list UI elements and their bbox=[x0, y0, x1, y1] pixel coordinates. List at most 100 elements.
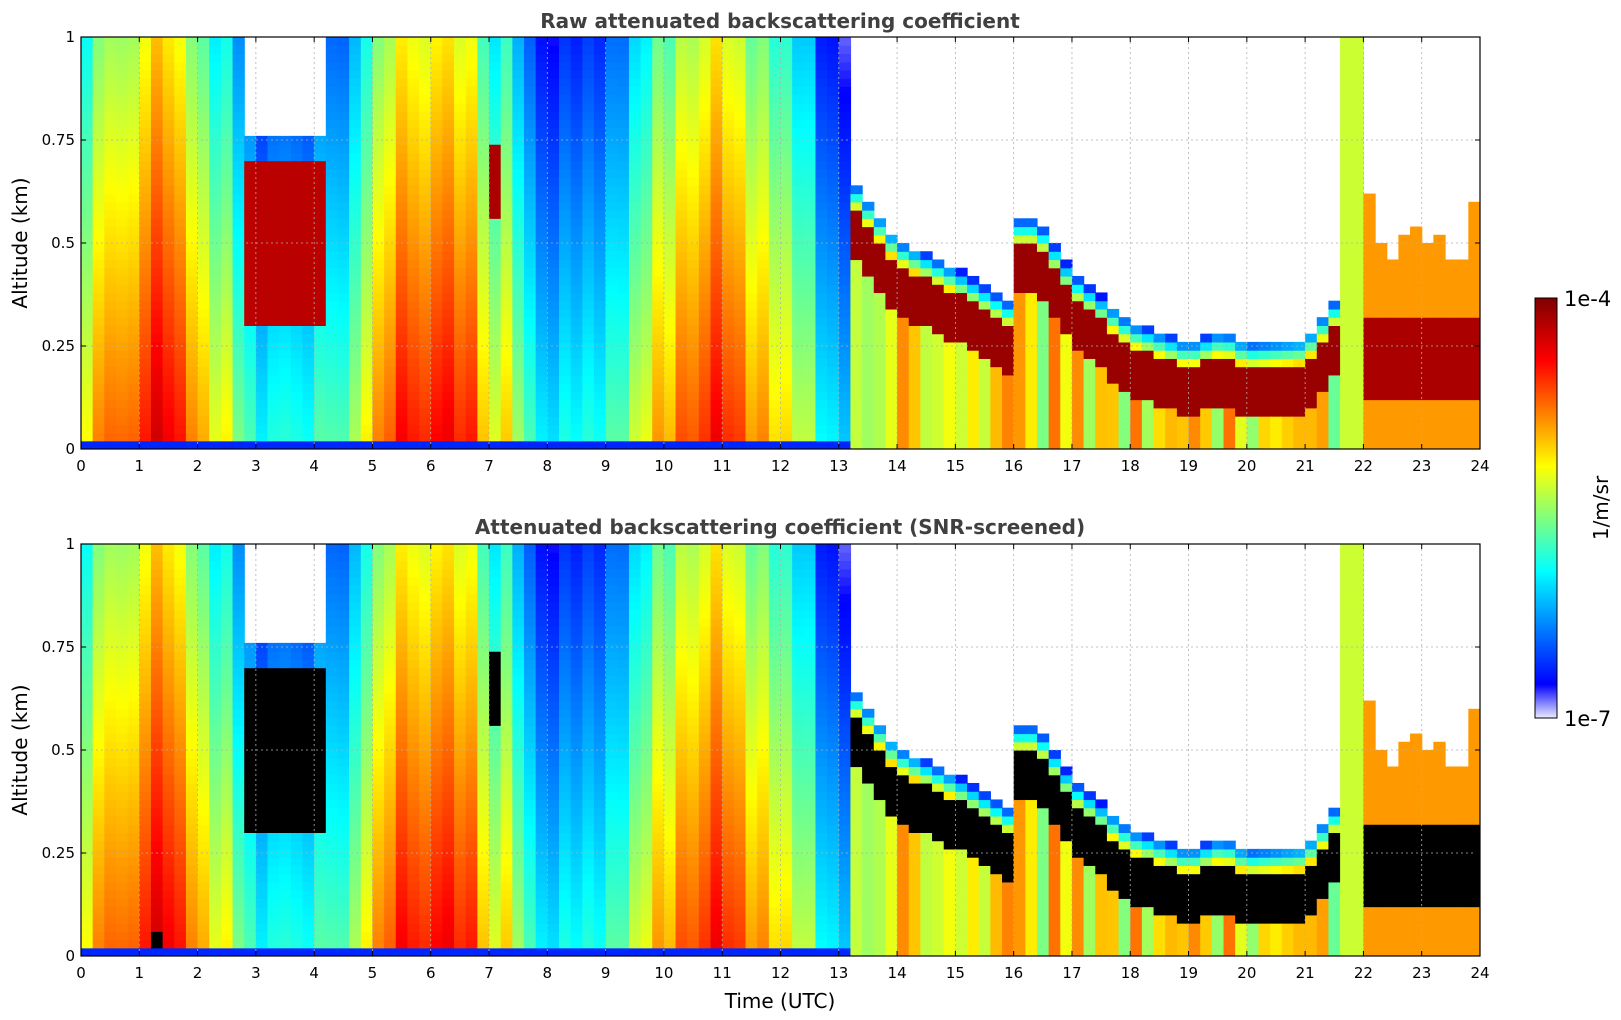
heatmap-cell bbox=[1095, 292, 1108, 302]
heatmap-cell bbox=[652, 267, 665, 277]
heatmap-cell bbox=[314, 226, 327, 236]
heatmap-cell bbox=[628, 135, 642, 145]
heatmap-cell bbox=[92, 127, 105, 137]
heatmap-cell bbox=[897, 416, 910, 425]
heatmap-cell bbox=[792, 102, 805, 112]
heatmap-cell bbox=[547, 275, 560, 285]
x-tick-label: 13 bbox=[829, 457, 848, 475]
heatmap-cell bbox=[733, 350, 747, 359]
heatmap-cell bbox=[1002, 374, 1015, 384]
heatmap-cell bbox=[407, 135, 420, 145]
heatmap-cell bbox=[535, 251, 548, 261]
heatmap-cell bbox=[558, 69, 572, 79]
heatmap-cell bbox=[1188, 358, 1201, 368]
heatmap-cell bbox=[1410, 350, 1423, 359]
heatmap-cell bbox=[850, 358, 863, 368]
heatmap-cell bbox=[582, 391, 595, 401]
heatmap-cell bbox=[185, 45, 199, 55]
heatmap-cell bbox=[337, 341, 350, 351]
heatmap-cell bbox=[722, 177, 735, 186]
heatmap-cell bbox=[815, 440, 828, 449]
heatmap-cell bbox=[1071, 333, 1085, 343]
heatmap-cell bbox=[174, 308, 187, 318]
heatmap-cell bbox=[232, 86, 245, 96]
heatmap-cell bbox=[1270, 416, 1283, 425]
heatmap-cell bbox=[885, 358, 898, 368]
heatmap-cell bbox=[640, 160, 653, 170]
heatmap-cell bbox=[582, 267, 595, 277]
heatmap-cell bbox=[582, 144, 595, 153]
heatmap-cell bbox=[430, 218, 444, 228]
heatmap-cell bbox=[465, 440, 478, 449]
heatmap-cell bbox=[640, 267, 653, 277]
heatmap-cell bbox=[127, 78, 140, 88]
heatmap-cell bbox=[838, 193, 852, 203]
heatmap-cell bbox=[302, 416, 315, 425]
heatmap-cell bbox=[349, 407, 362, 417]
heatmap-cell bbox=[290, 391, 304, 401]
heatmap-cell bbox=[104, 37, 117, 46]
heatmap-cell bbox=[698, 440, 712, 449]
heatmap-cell bbox=[1456, 317, 1469, 326]
heatmap-cell bbox=[419, 243, 432, 252]
heatmap-cell bbox=[768, 317, 782, 326]
heatmap-cell bbox=[127, 601, 140, 611]
heatmap-cell bbox=[454, 61, 467, 71]
heatmap-cell bbox=[524, 177, 537, 186]
heatmap-cell bbox=[757, 259, 770, 269]
heatmap-cell bbox=[1246, 391, 1260, 401]
heatmap-cell bbox=[780, 210, 793, 219]
heatmap-cell bbox=[535, 284, 548, 294]
heatmap-cell bbox=[477, 391, 490, 401]
y-tick-label: 0.75 bbox=[42, 131, 75, 149]
heatmap-cell bbox=[185, 692, 199, 702]
heatmap-cell bbox=[500, 218, 513, 228]
heatmap-cell bbox=[430, 267, 444, 277]
heatmap-cell bbox=[454, 185, 467, 195]
heatmap-cell bbox=[1165, 350, 1178, 359]
heatmap-cell bbox=[745, 218, 758, 228]
heatmap-cell bbox=[1223, 399, 1236, 409]
heatmap-cell bbox=[1433, 383, 1446, 392]
heatmap-cell bbox=[1421, 416, 1434, 425]
heatmap-cell bbox=[943, 333, 956, 343]
heatmap-cell bbox=[547, 234, 560, 244]
heatmap-cell bbox=[722, 69, 735, 79]
heatmap-cell bbox=[325, 374, 339, 384]
heatmap-cell bbox=[174, 898, 187, 908]
heatmap-cell bbox=[337, 416, 350, 425]
heatmap-cell bbox=[1363, 251, 1376, 261]
heatmap-cell bbox=[174, 848, 187, 858]
heatmap-cell bbox=[209, 152, 222, 162]
heatmap-cell bbox=[722, 144, 735, 153]
heatmap-cell bbox=[290, 292, 304, 302]
heatmap-cell bbox=[652, 94, 665, 104]
heatmap-cell bbox=[570, 275, 583, 285]
heatmap-cell bbox=[512, 210, 525, 219]
heatmap-cell bbox=[92, 185, 105, 195]
heatmap-cell bbox=[372, 391, 385, 401]
heatmap-cell bbox=[663, 94, 677, 104]
heatmap-cell bbox=[1351, 308, 1365, 318]
heatmap-cell bbox=[1060, 383, 1073, 392]
heatmap-cell bbox=[150, 416, 164, 425]
heatmap-cell bbox=[943, 358, 956, 368]
heatmap-cell bbox=[430, 374, 444, 384]
heatmap-cell bbox=[81, 931, 94, 941]
heatmap-cell bbox=[757, 267, 770, 277]
heatmap-cell bbox=[1002, 366, 1015, 376]
heatmap-cell bbox=[162, 358, 175, 368]
heatmap-cell bbox=[115, 684, 129, 693]
heatmap-cell bbox=[815, 399, 828, 409]
heatmap-cell bbox=[174, 102, 187, 112]
heatmap-cell bbox=[850, 416, 863, 425]
heatmap-cell bbox=[652, 243, 665, 252]
heatmap-cell bbox=[197, 292, 210, 302]
heatmap-cell bbox=[745, 251, 758, 261]
heatmap-cell bbox=[127, 840, 140, 850]
heatmap-cell bbox=[687, 407, 700, 417]
heatmap-cell bbox=[1153, 333, 1166, 343]
heatmap-cell bbox=[349, 333, 362, 343]
heatmap-cell bbox=[127, 865, 140, 875]
heatmap-cell bbox=[139, 416, 152, 425]
